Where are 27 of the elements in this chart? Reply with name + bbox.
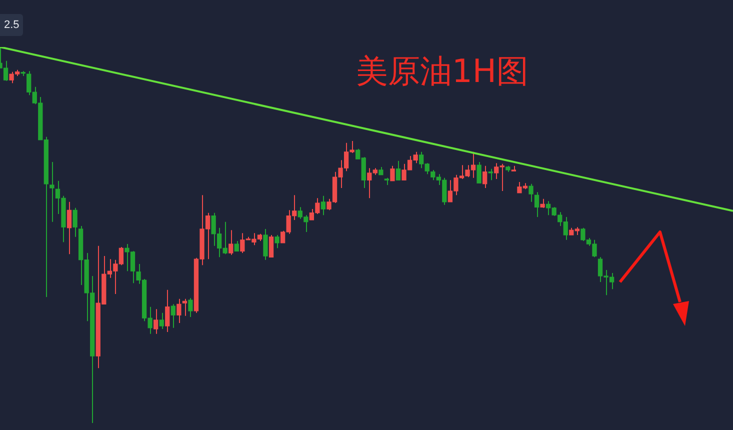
candlestick [540,198,545,208]
candlestick [396,160,401,181]
candlestick [534,192,540,218]
candlestick [188,298,193,318]
candlestick [170,304,176,328]
candlestick [390,165,395,182]
candlestick [476,162,482,184]
text: 2.5 [0,14,24,36]
candlestick [159,312,164,330]
candlestick [528,183,534,202]
candlestick [228,230,234,256]
candlestick [50,162,54,222]
candlestick [488,168,493,181]
candlestick [66,201,72,255]
candlestick [154,308,158,334]
chart-title: 美原油1H图 [356,51,528,92]
candlestick [3,60,8,82]
candlestick [176,298,182,324]
candlestick [268,234,274,258]
candlestick [263,228,268,260]
candlestick [274,234,280,249]
candlestick [72,207,78,238]
candlestick [234,240,239,252]
candlestick [182,298,188,316]
candlestick [320,195,326,216]
candlestick [482,165,488,188]
candlestick [165,289,170,333]
